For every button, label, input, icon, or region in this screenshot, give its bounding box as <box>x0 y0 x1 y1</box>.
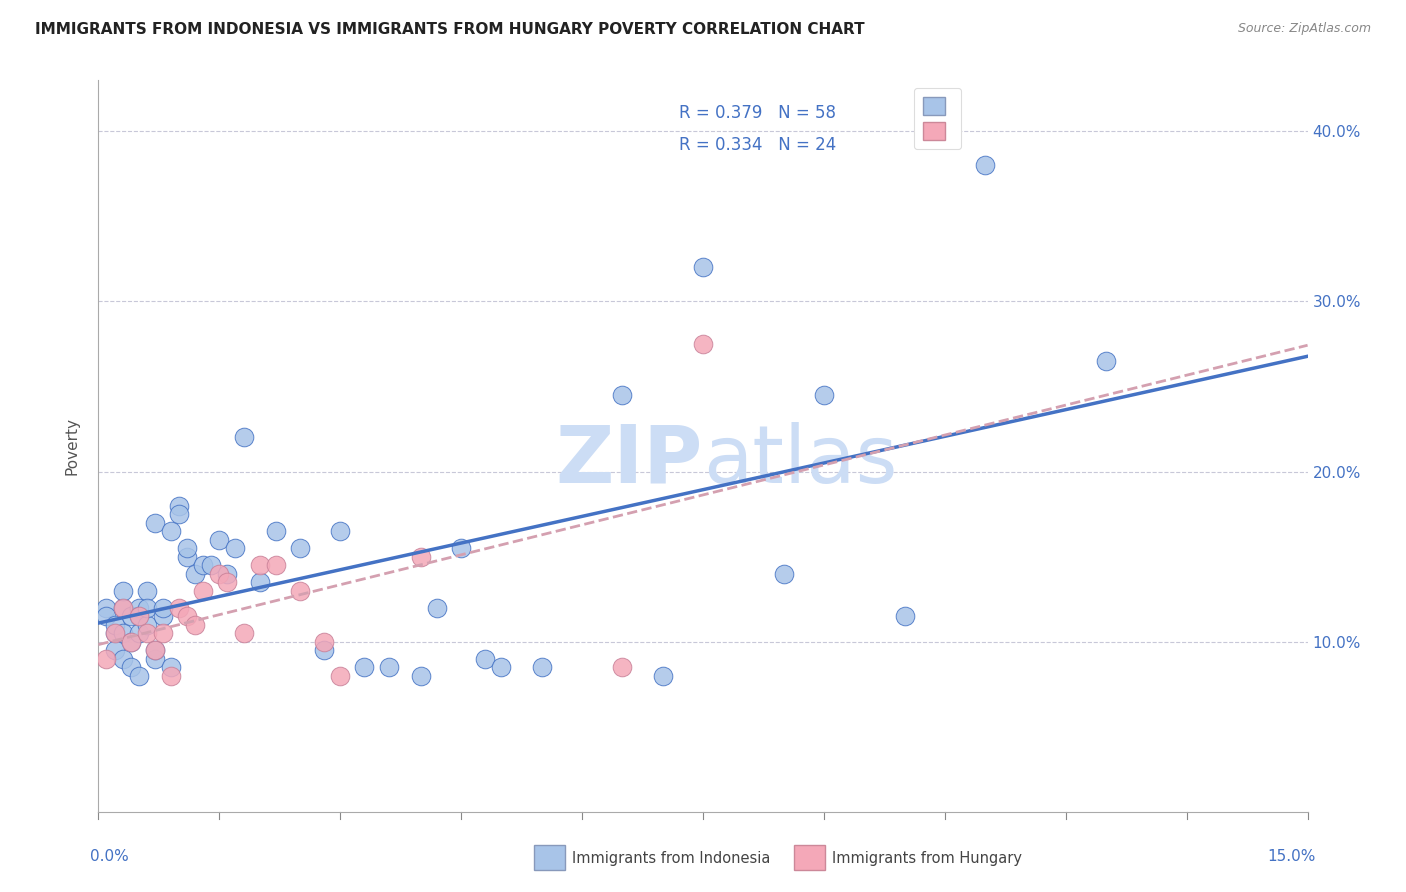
Point <box>208 533 231 547</box>
Point <box>143 643 166 657</box>
Point <box>353 660 375 674</box>
Point <box>120 609 142 624</box>
Point <box>264 524 287 538</box>
Point <box>120 660 142 674</box>
Point <box>224 541 246 555</box>
Point <box>135 600 157 615</box>
Point <box>135 617 157 632</box>
Y-axis label: Poverty: Poverty <box>65 417 80 475</box>
Point <box>193 558 215 572</box>
Point <box>176 549 198 564</box>
Point <box>612 660 634 674</box>
Point <box>152 626 174 640</box>
Point <box>974 158 997 172</box>
Point <box>96 651 118 665</box>
Point <box>409 549 432 564</box>
Point <box>96 600 118 615</box>
Point <box>111 651 134 665</box>
Point <box>377 660 399 674</box>
Point <box>120 634 142 648</box>
Point <box>264 558 287 572</box>
Point <box>111 583 134 598</box>
Point <box>152 609 174 624</box>
Point <box>103 617 125 632</box>
Text: 0.0%: 0.0% <box>90 849 129 864</box>
Point <box>288 541 311 555</box>
Point <box>143 643 166 657</box>
Point <box>184 566 207 581</box>
Point <box>249 558 271 572</box>
Point <box>128 609 150 624</box>
Point <box>128 600 150 615</box>
Point <box>160 668 183 682</box>
Legend: , : , <box>914 88 962 149</box>
Point <box>103 626 125 640</box>
Point <box>450 541 472 555</box>
Point <box>193 583 215 598</box>
Point <box>232 430 254 444</box>
Text: Immigrants from Indonesia: Immigrants from Indonesia <box>572 851 770 865</box>
Text: Immigrants from Hungary: Immigrants from Hungary <box>832 851 1022 865</box>
Point <box>612 388 634 402</box>
Point <box>772 566 794 581</box>
Point <box>692 337 714 351</box>
Point <box>893 609 915 624</box>
Text: R = 0.334   N = 24: R = 0.334 N = 24 <box>679 136 837 153</box>
Point <box>152 600 174 615</box>
Point <box>530 660 553 674</box>
Point <box>135 626 157 640</box>
Point <box>111 600 134 615</box>
Point <box>329 524 352 538</box>
Point <box>692 260 714 275</box>
Point <box>176 609 198 624</box>
Text: R = 0.379   N = 58: R = 0.379 N = 58 <box>679 104 835 122</box>
Point <box>143 516 166 530</box>
Point <box>128 609 150 624</box>
Point <box>167 499 190 513</box>
Point <box>249 575 271 590</box>
Point <box>96 609 118 624</box>
Point <box>120 634 142 648</box>
Point <box>288 583 311 598</box>
Point <box>103 643 125 657</box>
Point <box>329 668 352 682</box>
Point <box>200 558 222 572</box>
Point <box>314 643 336 657</box>
Point <box>409 668 432 682</box>
Point <box>167 507 190 521</box>
Point <box>1095 354 1118 368</box>
Point <box>128 668 150 682</box>
Point <box>128 626 150 640</box>
Point <box>176 541 198 555</box>
Point <box>135 583 157 598</box>
Point <box>208 566 231 581</box>
Point <box>160 660 183 674</box>
Point <box>143 651 166 665</box>
Text: ZIP: ZIP <box>555 422 703 500</box>
Point <box>491 660 513 674</box>
Point <box>167 600 190 615</box>
Text: IMMIGRANTS FROM INDONESIA VS IMMIGRANTS FROM HUNGARY POVERTY CORRELATION CHART: IMMIGRANTS FROM INDONESIA VS IMMIGRANTS … <box>35 22 865 37</box>
Point <box>111 600 134 615</box>
Point <box>813 388 835 402</box>
Text: atlas: atlas <box>703 422 897 500</box>
Text: Source: ZipAtlas.com: Source: ZipAtlas.com <box>1237 22 1371 36</box>
Point <box>160 524 183 538</box>
Point <box>184 617 207 632</box>
Text: 15.0%: 15.0% <box>1267 849 1316 864</box>
Point <box>651 668 673 682</box>
Point <box>111 626 134 640</box>
Point <box>314 634 336 648</box>
Point <box>217 566 239 581</box>
Point <box>474 651 496 665</box>
Point <box>232 626 254 640</box>
Point <box>103 626 125 640</box>
Point <box>426 600 449 615</box>
Point <box>217 575 239 590</box>
